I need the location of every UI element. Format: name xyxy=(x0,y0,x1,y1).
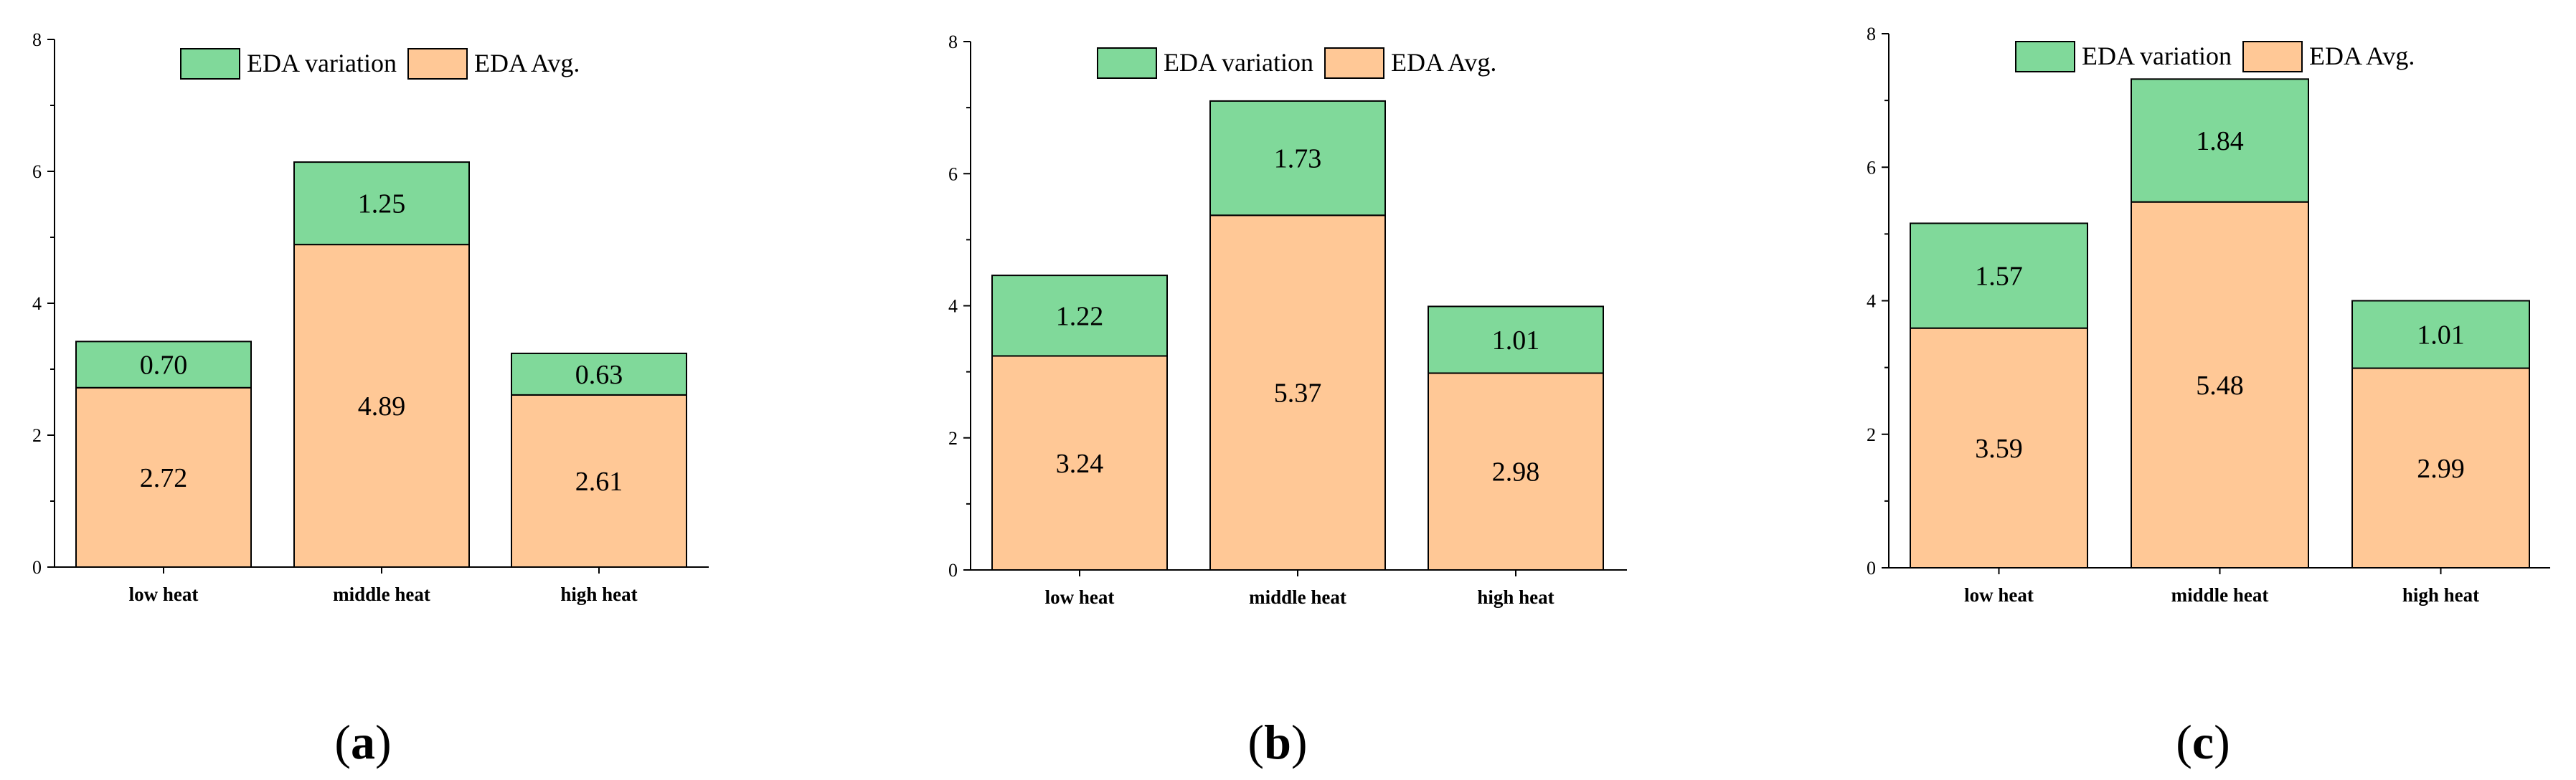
panel-a-data-label-avg: 4.89 xyxy=(358,391,406,422)
panel-a-data-label-variation: 0.70 xyxy=(140,351,188,381)
panel-a-legend-label-2: EDA Avg. xyxy=(474,49,580,77)
panel-b-y-tick-label: 0 xyxy=(948,560,958,581)
panel-a-y-tick-label: 2 xyxy=(32,425,42,446)
panel-b-caption-letter: b xyxy=(1264,715,1291,769)
panel-c-data-label-avg: 3.59 xyxy=(1975,434,2023,464)
panel-c-category-label: middle heat xyxy=(2171,584,2269,606)
panel-c-y-tick-label: 4 xyxy=(1867,291,1876,312)
panel-c-data-label-variation: 1.57 xyxy=(1975,262,2023,292)
panel-b-data-label-variation: 1.73 xyxy=(1274,144,1322,174)
panel-a-bar-avg-1 xyxy=(75,386,252,569)
panel-c-legend-label-1: EDA variation xyxy=(2082,42,2232,70)
panel-c-y-tick-label: 6 xyxy=(1867,157,1876,178)
panel-c-y-tick-label: 2 xyxy=(1867,424,1876,445)
panel-b-y-tick-label: 6 xyxy=(948,163,958,184)
panel-c-bar-avg-3 xyxy=(2351,367,2530,569)
panel-c-legend-swatch-2 xyxy=(2242,41,2303,72)
panel-b-legend-label-1: EDA variation xyxy=(1164,48,1313,77)
panel-a-y-tick-label: 4 xyxy=(32,293,42,314)
panel-c-category-label: low heat xyxy=(1964,584,2034,606)
panel-a-legend-swatch-2 xyxy=(407,48,468,80)
panel-b-category-label: middle heat xyxy=(1249,586,1346,608)
panel-a-data-label-variation: 0.63 xyxy=(575,360,623,390)
panel-c-data-label-avg: 2.99 xyxy=(2417,454,2465,484)
panel-b-bar-variation-3 xyxy=(1428,305,1604,374)
panel-c-y-tick-label: 0 xyxy=(1867,558,1876,579)
panel-b-caption: (b) xyxy=(1247,715,1307,769)
panel-a-y-tick-label: 0 xyxy=(32,557,42,578)
panel-c-data-label-variation: 1.84 xyxy=(2196,126,2244,156)
panel-a-legend-label-1: EDA variation xyxy=(247,49,397,77)
panel-a-category-label: low heat xyxy=(129,584,199,605)
panel-a-bar-variation-3 xyxy=(511,352,687,396)
panel-c-caption-letter: c xyxy=(2192,715,2214,769)
panel-b-data-label-variation: 1.22 xyxy=(1056,301,1104,331)
panel-b-y-tick-label: 4 xyxy=(948,296,958,317)
panel-b-legend-swatch-1 xyxy=(1097,47,1157,79)
panel-b-bar-avg-2 xyxy=(1209,214,1386,571)
panel-c-legend-label-2: EDA Avg. xyxy=(2309,42,2415,70)
panel-a-bar-variation-1 xyxy=(75,341,252,389)
panel-b-bar-variation-1 xyxy=(991,275,1168,357)
panel-c-data-label-avg: 5.48 xyxy=(2196,371,2244,401)
panel-c-legend-swatch-1 xyxy=(2015,41,2075,72)
panel-b-category-label: high heat xyxy=(1477,586,1554,608)
panel-c-bar-variation-3 xyxy=(2351,300,2530,369)
panel-b-bar-avg-1 xyxy=(991,355,1168,571)
panel-c-bar-variation-1 xyxy=(1910,222,2088,329)
panel-b-category-label: low heat xyxy=(1045,586,1115,608)
panel-b-legend-label-2: EDA Avg. xyxy=(1391,48,1496,77)
panel-a-legend-swatch-1 xyxy=(180,48,240,80)
panel-a-data-label-avg: 2.72 xyxy=(140,463,188,493)
panel-a-data-label-variation: 1.25 xyxy=(358,189,406,219)
panel-b-bar-variation-2 xyxy=(1209,100,1386,217)
panel-a-y-tick-label: 8 xyxy=(32,29,42,50)
panel-b-y-tick-label: 8 xyxy=(948,32,958,52)
panel-a-category-label: middle heat xyxy=(333,584,430,605)
panel-b-data-label-avg: 3.24 xyxy=(1056,449,1104,479)
panel-b-legend-swatch-2 xyxy=(1324,47,1384,79)
panel-b-y-tick-label: 2 xyxy=(948,428,958,449)
panel-c-data-label-variation: 1.01 xyxy=(2417,320,2465,351)
panel-b-data-label-avg: 5.37 xyxy=(1274,379,1322,409)
panel-c-y-tick-label: 8 xyxy=(1867,24,1876,44)
panel-a-bar-avg-3 xyxy=(511,394,687,568)
panel-c-caption: (c) xyxy=(2176,715,2230,769)
panel-b-data-label-variation: 1.01 xyxy=(1492,325,1540,356)
panel-a-data-label-avg: 2.61 xyxy=(575,467,623,497)
panel-a-bar-variation-2 xyxy=(293,161,470,246)
panel-a-caption-letter: a xyxy=(351,715,375,769)
panel-c-bar-avg-2 xyxy=(2131,201,2309,569)
panel-c-category-label: high heat xyxy=(2402,584,2479,606)
panel-a-category-label: high heat xyxy=(560,584,637,605)
panel-c-bar-variation-2 xyxy=(2131,78,2309,203)
panel-b-data-label-avg: 2.98 xyxy=(1492,457,1540,488)
panel-a-caption: (a) xyxy=(334,715,391,769)
panel-a-y-tick-label: 6 xyxy=(32,161,42,182)
